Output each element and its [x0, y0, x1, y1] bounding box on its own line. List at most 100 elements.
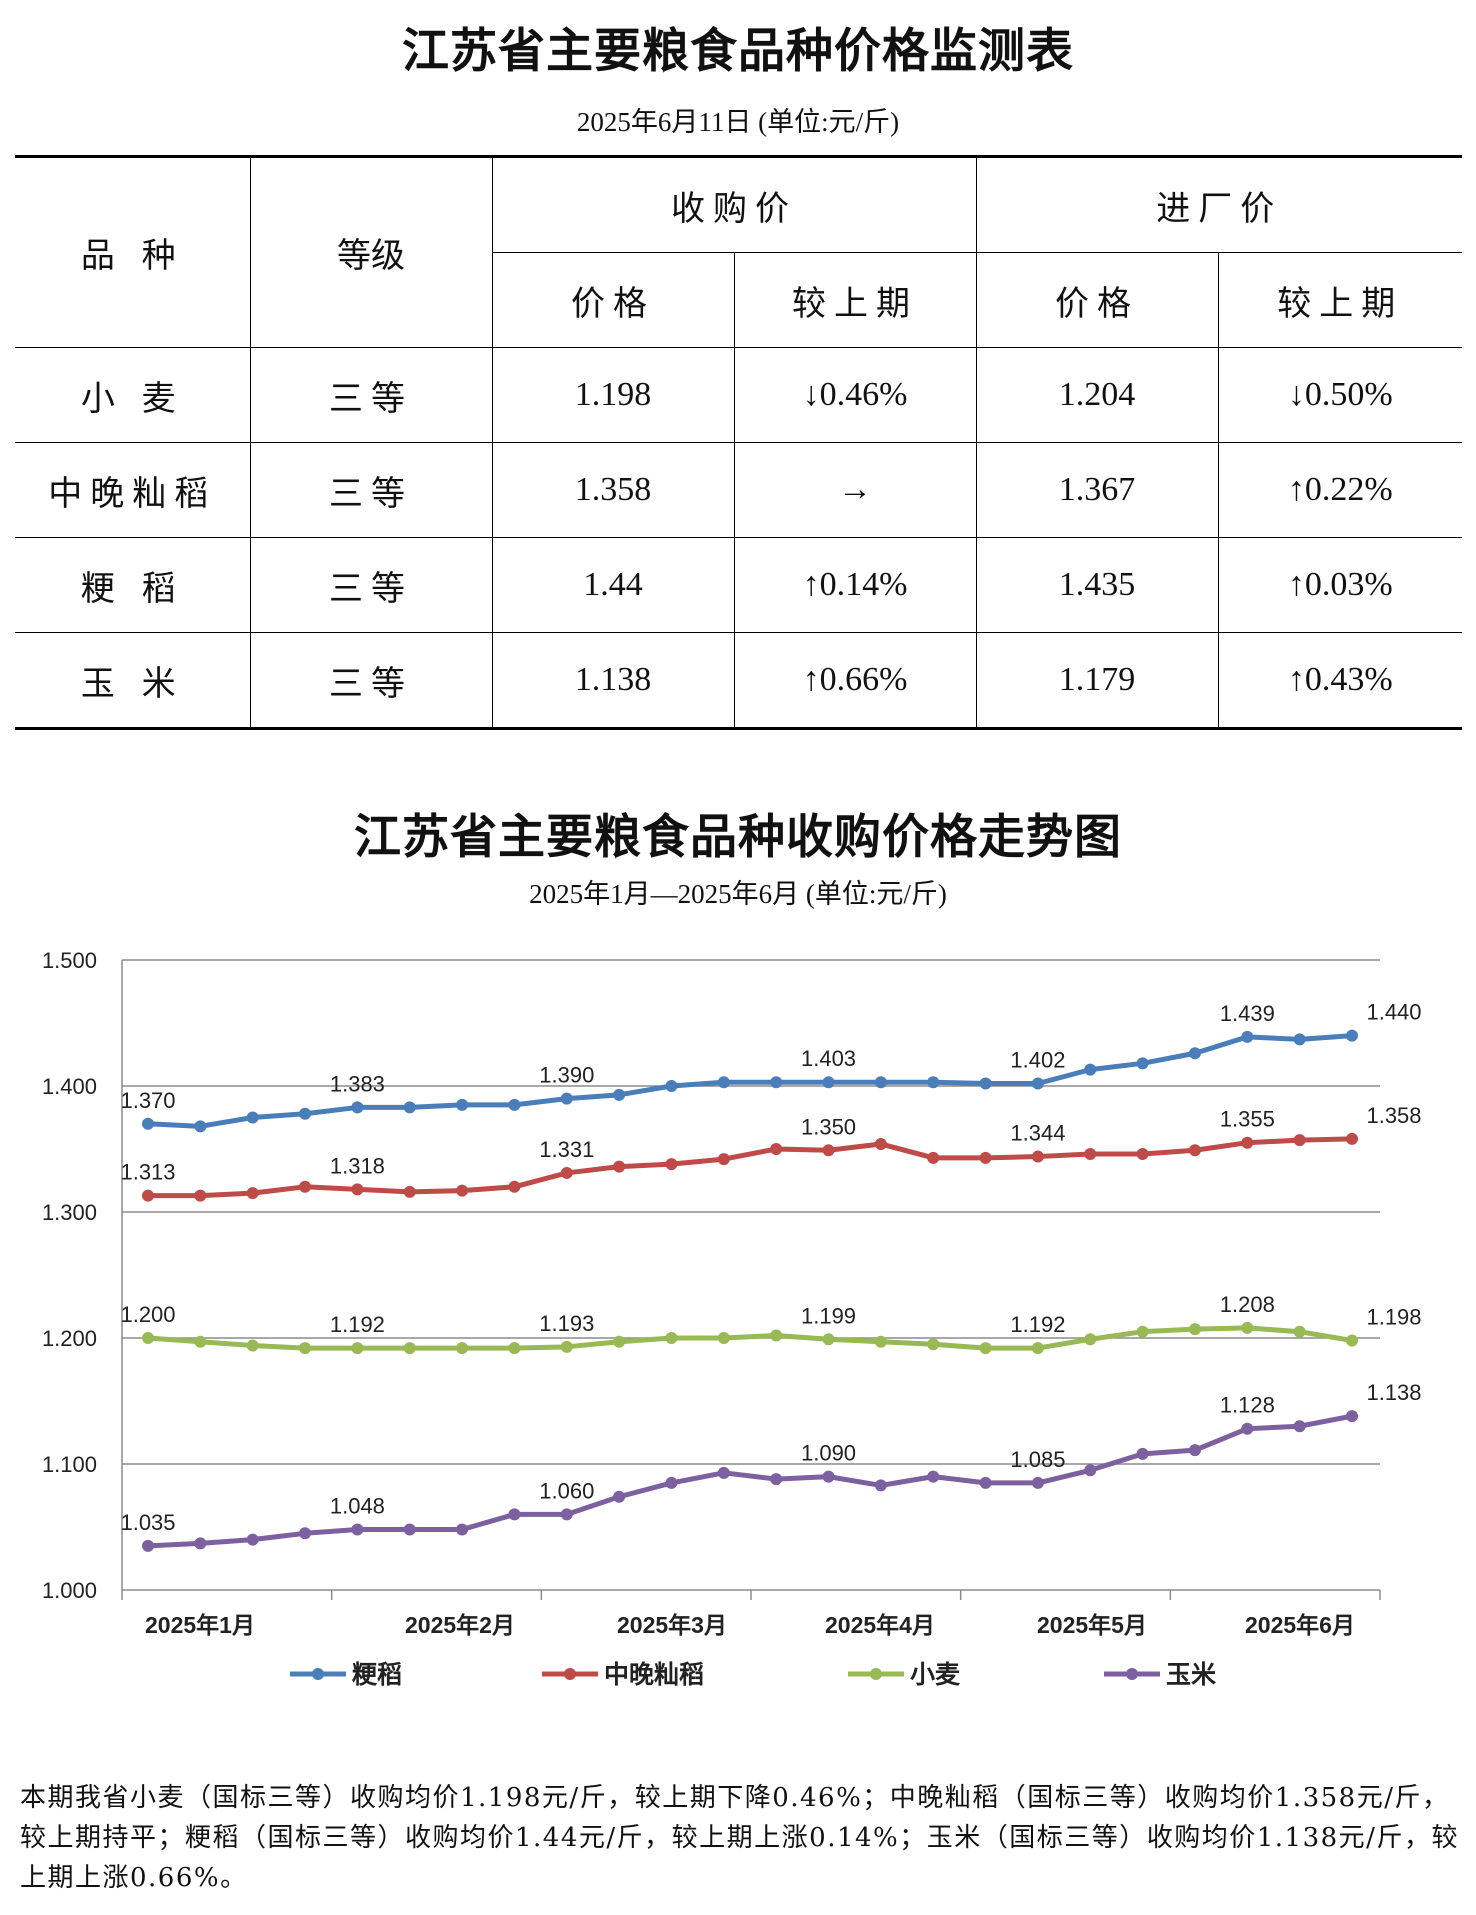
y-tick-label: 1.400 [42, 1074, 97, 1099]
data-point [1293, 1033, 1306, 1046]
cell-factory-price: 1.179 [975, 632, 1219, 730]
data-label: 1.192 [330, 1312, 385, 1337]
data-point [1031, 1342, 1044, 1355]
data-label: 1.390 [539, 1063, 594, 1088]
data-label: 1.192 [1010, 1312, 1065, 1337]
data-point [717, 1466, 730, 1479]
chart-subtitle: 2025年1月—2025年6月 (单位:元/斤) [529, 879, 947, 909]
series-line [147, 1325, 1353, 1351]
header-variety: 品 种 [15, 155, 251, 348]
data-point [246, 1339, 259, 1352]
data-point [194, 1537, 207, 1550]
data-point [822, 1076, 835, 1089]
header-factory-change: 较上期 [1217, 252, 1462, 348]
data-point [194, 1120, 207, 1133]
data-point [246, 1187, 259, 1200]
data-point [456, 1098, 469, 1111]
data-point [1293, 1134, 1306, 1147]
cell-purchase-price: 1.44 [491, 537, 735, 633]
data-label: 1.138 [1366, 1380, 1421, 1405]
data-label: 1.331 [539, 1137, 594, 1162]
data-label: 1.048 [330, 1494, 385, 1519]
table-row: 小 麦 三等 1.198 ↓0.46% 1.204 ↓0.50% [15, 347, 1462, 443]
data-label: 1.370 [120, 1088, 175, 1113]
data-point [979, 1476, 992, 1489]
legend-marker [870, 1668, 882, 1680]
y-tick-label: 1.000 [42, 1578, 97, 1603]
cell-purchase-change: ↑0.66% [733, 632, 977, 730]
header-purchase: 收购价 [491, 155, 977, 253]
data-point [142, 1189, 154, 1202]
data-point [874, 1479, 887, 1492]
cell-purchase-change: → [733, 442, 977, 538]
data-point [822, 1470, 835, 1483]
data-point [403, 1523, 416, 1536]
data-point [1084, 1063, 1097, 1076]
data-point [1241, 1321, 1254, 1334]
data-point [1241, 1030, 1254, 1043]
legend-label: 粳稻 [352, 1661, 402, 1689]
data-point [560, 1166, 573, 1179]
x-tick-label: 2025年2月 [405, 1612, 515, 1638]
data-point [1188, 1047, 1201, 1060]
legend-label: 小麦 [910, 1661, 961, 1689]
data-point [1136, 1148, 1149, 1161]
data-point [717, 1076, 730, 1089]
data-point [508, 1508, 521, 1521]
cell-factory-price: 1.367 [975, 442, 1219, 538]
data-label: 1.318 [330, 1153, 385, 1178]
header-factory: 进厂价 [975, 155, 1462, 253]
data-point [927, 1076, 940, 1089]
data-point [613, 1160, 626, 1173]
cell-factory-change: ↑0.03% [1217, 537, 1462, 633]
cell-purchase-price: 1.198 [491, 347, 735, 443]
legend-marker [564, 1668, 576, 1680]
data-point [822, 1144, 835, 1157]
data-label: 1.383 [330, 1071, 385, 1096]
data-point [979, 1077, 992, 1090]
table-row: 中晚籼稻 三等 1.358 → 1.367 ↑0.22% [15, 442, 1462, 538]
data-point [1346, 1410, 1358, 1423]
data-point [560, 1508, 573, 1521]
data-point [665, 1158, 678, 1171]
data-point [874, 1076, 887, 1089]
data-point [403, 1185, 416, 1198]
data-point [142, 1332, 154, 1344]
data-label: 1.344 [1010, 1121, 1065, 1146]
data-point [299, 1342, 312, 1355]
data-point [1136, 1447, 1149, 1460]
cell-variety: 玉 米 [15, 632, 251, 730]
data-point [1031, 1476, 1044, 1489]
data-label: 1.440 [1366, 1000, 1421, 1025]
data-label: 1.355 [1220, 1107, 1275, 1132]
header-grade: 等级 [249, 155, 493, 348]
price-trend-chart: 1.500 1.400 1.300 1.200 1.100 1.000 2025年1月 202… [42, 948, 1422, 1689]
data-point [1031, 1077, 1044, 1090]
data-point [560, 1092, 573, 1105]
data-point [351, 1523, 364, 1536]
y-tick-label: 1.500 [42, 948, 97, 973]
data-point [1293, 1325, 1306, 1338]
data-point [1293, 1420, 1306, 1433]
data-point [351, 1183, 364, 1196]
data-point [403, 1342, 416, 1355]
data-point [613, 1088, 626, 1101]
data-label: 1.198 [1366, 1305, 1421, 1330]
data-point [979, 1342, 992, 1355]
data-point [560, 1340, 573, 1353]
data-point [351, 1342, 364, 1355]
data-label: 1.200 [120, 1302, 175, 1327]
table-subheader-row: 价格 较上期 价格 较上期 [15, 252, 1462, 348]
data-point [1241, 1136, 1254, 1149]
data-label: 1.199 [801, 1303, 856, 1328]
data-point [508, 1342, 521, 1355]
series-line [147, 1413, 1353, 1549]
data-point [194, 1335, 207, 1348]
y-tick-label: 1.100 [42, 1452, 97, 1477]
data-point [1188, 1144, 1201, 1157]
data-point [770, 1143, 783, 1155]
data-point [979, 1151, 992, 1164]
data-point [299, 1107, 312, 1120]
data-label: 1.208 [1220, 1292, 1275, 1317]
header-purchase-price: 价格 [492, 252, 735, 348]
